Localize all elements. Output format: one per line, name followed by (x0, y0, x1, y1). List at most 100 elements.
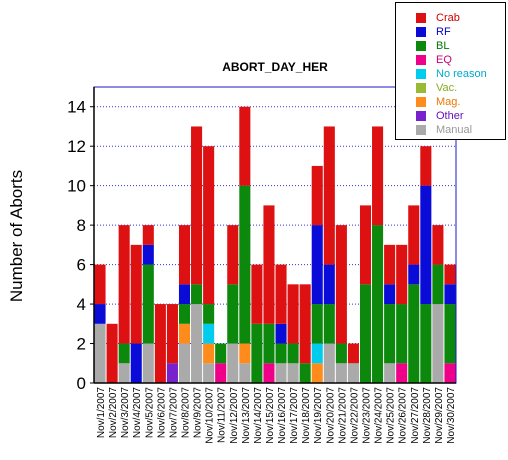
bar-segment-crab (287, 284, 299, 344)
bar-segment-bl (311, 304, 323, 344)
x-tick-label: Nov/22/2007 (349, 387, 360, 444)
legend-label: Vac. (436, 82, 458, 94)
legend-label: EQ (436, 54, 452, 66)
x-tick-label: Nov/14/2007 (253, 387, 264, 444)
y-tick-label: 8 (77, 216, 86, 235)
bar-segment-eq (263, 363, 275, 383)
bar-segment-manual (94, 323, 106, 383)
x-tick-label: Nov/20/2007 (325, 387, 336, 444)
bar-segment-manual (347, 363, 359, 383)
bar-segment-rf (420, 185, 432, 305)
bar-segment-crab (299, 284, 311, 364)
bar-segment-crab (106, 323, 118, 383)
x-tick-label: Nov/23/2007 (362, 387, 373, 444)
bar-segment-bl (191, 284, 203, 305)
x-tick-label: Nov/24/2007 (374, 387, 385, 444)
legend-swatch (416, 41, 426, 51)
y-tick-label: 6 (77, 256, 86, 275)
bar-segment-manual (275, 363, 287, 383)
legend-swatch (416, 55, 426, 65)
bar-segment-bl (408, 284, 420, 383)
bar-segment-manual (239, 363, 251, 383)
bar-segment-rf (275, 323, 287, 344)
x-tick-label: Nov/5/2007 (144, 387, 155, 439)
x-tick-label: Nov/6/2007 (156, 387, 167, 439)
legend-label: BL (436, 40, 450, 52)
bar-segment-bl (275, 343, 287, 364)
bar-segment-manual (142, 343, 154, 383)
legend-item: Manual (416, 123, 472, 137)
bar-segment-bl (263, 323, 275, 364)
bar-segment-bl (384, 304, 396, 364)
bar-segment-bl (227, 284, 239, 344)
bar-segment-bl (239, 185, 251, 344)
legend-swatch (416, 83, 426, 93)
bar-segment-manual (178, 343, 191, 383)
bar-segment-bl (178, 304, 191, 324)
bar-segment-bl (251, 323, 263, 383)
bar-segment-crab (239, 106, 251, 186)
bar-segment-rf (323, 264, 335, 305)
bar-segment-crab (191, 126, 203, 285)
bar-segment-crab (263, 205, 275, 324)
bar-segment-bl (299, 363, 311, 383)
legend-swatch (416, 125, 426, 135)
bar-segment-bl (142, 264, 154, 344)
x-tick-label: Nov/30/2007 (446, 387, 457, 444)
bar-segment-mag (311, 363, 323, 383)
bar-segment-crab (118, 225, 130, 344)
x-tick-label: Nov/8/2007 (181, 387, 192, 439)
bar-segment-crab (227, 225, 239, 285)
bar-segment-rf (178, 284, 191, 305)
bar-segment-manual (118, 363, 130, 383)
bar-segment-mag (239, 343, 251, 364)
legend-item: BL (416, 39, 449, 53)
x-tick-label: Nov/9/2007 (193, 387, 204, 439)
legend-item: Other (416, 109, 464, 123)
bar-segment-crab (323, 126, 335, 265)
bar-segment-crab (359, 205, 372, 285)
y-tick-label: 14 (67, 98, 86, 117)
bar-segment-mag (178, 323, 191, 344)
legend-swatch (416, 97, 426, 107)
x-tick-label: Nov/3/2007 (120, 387, 131, 439)
bar-segment-manual (323, 343, 335, 383)
bar-segment-crab (432, 225, 444, 265)
legend-label: Manual (436, 124, 473, 136)
x-tick-label: Nov/15/2007 (265, 387, 276, 444)
x-tick-label: Nov/21/2007 (337, 387, 348, 444)
x-tick-label: Nov/1/2007 (96, 387, 107, 439)
bar-segment-crab (420, 146, 432, 186)
legend-swatch (416, 111, 426, 121)
bar-segment-eq (444, 363, 456, 383)
bar-segment-rf (444, 284, 456, 305)
bar-segment-crab (203, 146, 215, 305)
y-tick-label: 10 (67, 177, 86, 196)
bar-segment-manual (287, 363, 299, 383)
bar-segment-crab (251, 264, 263, 324)
x-tick-labels: Nov/1/2007 Nov/2/2007 Nov/3/2007 Nov/4/2007… (96, 387, 457, 444)
x-tick-label: Nov/25/2007 (386, 387, 397, 444)
bar-segment-other (166, 363, 178, 383)
legend-label: Crab (436, 12, 460, 24)
x-tick-label: Nov/26/2007 (398, 387, 409, 444)
bar-segment-crab (130, 244, 142, 344)
bar-segment-crab (335, 225, 347, 344)
x-tick-label: Nov/2/2007 (108, 387, 119, 439)
bar-segment-bl (335, 343, 347, 364)
axes (93, 86, 457, 384)
bar-segment-manual (384, 363, 396, 383)
bar-segment-crab (178, 225, 191, 285)
bar-segment-manual (335, 363, 347, 383)
legend-label: No reason (436, 68, 487, 80)
legend-item: Mag. (416, 95, 460, 109)
y-tick-labels: 0 2 4 6 8 10 12 14 (67, 98, 94, 393)
x-tick-label: Nov/29/2007 (434, 387, 445, 444)
x-tick-label: Nov/18/2007 (301, 387, 312, 444)
bar-segment-manual (203, 363, 215, 383)
legend-item: Crab (416, 11, 460, 25)
legend-label: Other (436, 110, 464, 122)
bar-segment-rf (384, 284, 396, 305)
bar-segment-rf (94, 304, 106, 324)
x-tick-label: Nov/10/2007 (205, 387, 216, 444)
